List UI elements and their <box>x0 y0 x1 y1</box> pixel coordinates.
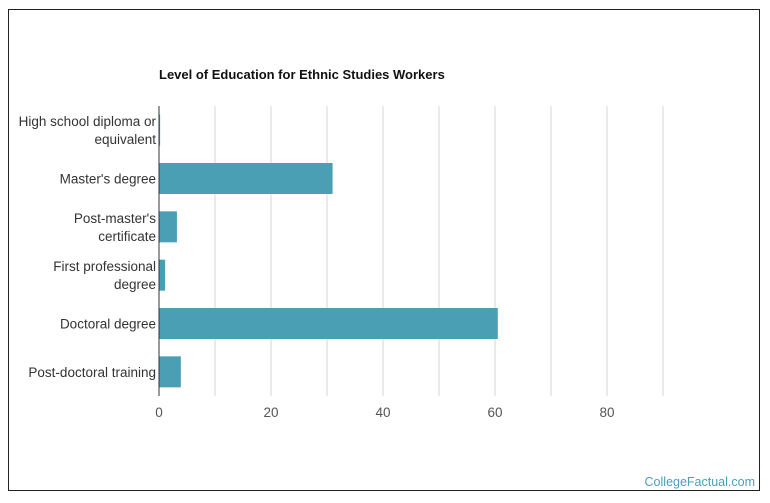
chart-frame <box>8 9 760 491</box>
watermark-link[interactable]: CollegeFactual.com <box>644 475 755 489</box>
bar <box>159 356 181 388</box>
x-tick-label: 0 <box>155 405 163 420</box>
bar <box>159 259 166 291</box>
category-label: Post-master's <box>74 211 156 226</box>
x-tick-label: 80 <box>599 405 614 420</box>
category-label: Master's degree <box>60 172 156 187</box>
category-label: certificate <box>98 229 156 244</box>
bar <box>159 163 333 194</box>
bar <box>159 114 161 146</box>
category-label: degree <box>114 277 156 292</box>
category-label: Doctoral degree <box>60 317 156 332</box>
category-label: High school diploma or <box>19 114 157 129</box>
category-label: First professional <box>53 259 156 274</box>
x-tick-label: 20 <box>263 405 278 420</box>
chart-title: Level of Education for Ethnic Studies Wo… <box>159 67 445 82</box>
category-label: Post-doctoral training <box>28 365 156 380</box>
bar <box>159 308 498 339</box>
bar <box>159 211 177 243</box>
x-tick-label: 40 <box>375 405 390 420</box>
category-label: equivalent <box>94 132 156 147</box>
x-tick-label: 60 <box>487 405 502 420</box>
